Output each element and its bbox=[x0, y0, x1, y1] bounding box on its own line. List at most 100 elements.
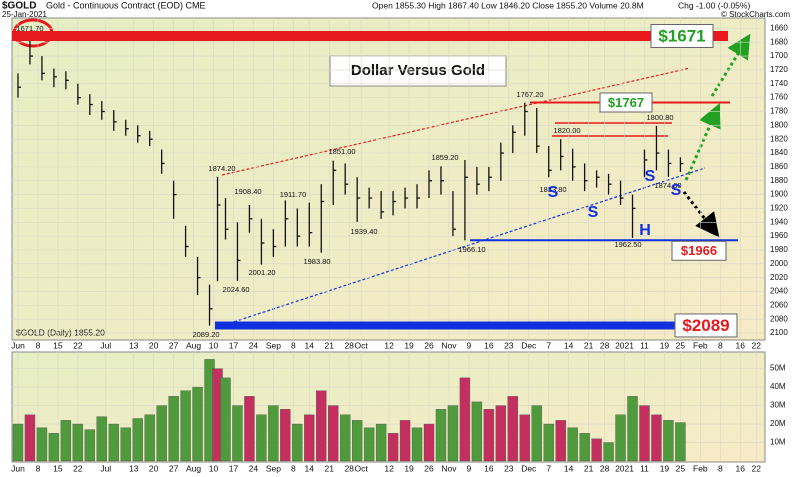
price-annotation: 1859.20 bbox=[431, 153, 458, 162]
volume-bar bbox=[603, 442, 614, 462]
volume-tick-label: 30M bbox=[770, 401, 786, 410]
x-tick-label: Nov bbox=[441, 463, 457, 473]
x-tick-label: Jul bbox=[100, 340, 111, 350]
y-tick-label: 1960 bbox=[770, 231, 788, 240]
x-tick-label: 11 bbox=[640, 463, 649, 473]
x-tick-label: 21 bbox=[584, 463, 594, 473]
x-tick-label: 25 bbox=[676, 463, 686, 473]
pattern-label: S bbox=[588, 204, 599, 221]
x-tick-label: 7 bbox=[546, 463, 551, 473]
volume-tick-label: 50M bbox=[770, 364, 786, 373]
volume-tick-label: 40M bbox=[770, 382, 786, 391]
y-tick-label: 1980 bbox=[770, 245, 788, 254]
x-tick-label: 9 bbox=[467, 340, 472, 350]
price-annotation: 1911.70 bbox=[280, 190, 307, 199]
x-tick-label: 8 bbox=[291, 340, 296, 350]
x-tick-label: Nov bbox=[441, 340, 457, 350]
x-tick-label: 7 bbox=[546, 340, 551, 350]
y-tick-label: 1720 bbox=[770, 65, 788, 74]
x-tick-label: 16 bbox=[736, 340, 746, 350]
volume-bar bbox=[180, 390, 191, 462]
volume-bar bbox=[435, 409, 447, 462]
volume-bar bbox=[375, 423, 387, 462]
volume-bar bbox=[399, 420, 411, 462]
x-tick-label: Jun bbox=[11, 463, 25, 473]
volume-bar bbox=[483, 409, 495, 462]
pattern-label: H bbox=[639, 222, 651, 239]
x-tick-label: 15 bbox=[53, 340, 63, 350]
x-tick-label: Dec bbox=[521, 340, 537, 350]
price-annotation: 2024.60 bbox=[222, 285, 249, 294]
x-tick-label: Dec bbox=[521, 463, 537, 473]
y-tick-label: 2060 bbox=[770, 300, 788, 309]
price-annotation: 1671.70 bbox=[16, 24, 43, 33]
x-tick-label: Jul bbox=[100, 463, 111, 473]
volume-bar bbox=[108, 423, 119, 462]
volume-bar bbox=[292, 423, 303, 462]
volume-bar bbox=[132, 418, 143, 462]
price-annotation: 1767.20 bbox=[516, 90, 543, 99]
volume-bar bbox=[519, 414, 530, 462]
title-box bbox=[329, 55, 507, 87]
volume-bar bbox=[244, 396, 255, 462]
volume-bar bbox=[84, 429, 96, 462]
level-label-box bbox=[671, 240, 727, 261]
x-tick-label: 16 bbox=[484, 463, 494, 473]
x-tick-label: 17 bbox=[229, 340, 239, 350]
volume-bar bbox=[316, 390, 327, 462]
volume-bar bbox=[144, 414, 155, 462]
x-tick-label: 22 bbox=[73, 340, 83, 350]
volume-bar bbox=[459, 377, 471, 462]
x-tick-label: 9 bbox=[467, 463, 472, 473]
volume-bar bbox=[675, 422, 686, 462]
volume-bar bbox=[256, 414, 267, 462]
volume-bar bbox=[36, 427, 48, 462]
x-tick-label: 12 bbox=[384, 340, 394, 350]
y-tick-label: 1940 bbox=[770, 217, 788, 226]
y-tick-label: 1840 bbox=[770, 148, 788, 157]
y-tick-label: 1920 bbox=[770, 204, 788, 213]
volume-bar bbox=[280, 409, 291, 462]
volume-bar bbox=[663, 420, 674, 462]
level-label: $2089 bbox=[682, 316, 729, 335]
y-tick-label: 2000 bbox=[770, 259, 788, 268]
x-tick-label: Aug bbox=[186, 463, 201, 473]
x-tick-label: 16 bbox=[484, 340, 494, 350]
level-label: $1966 bbox=[681, 243, 717, 258]
x-tick-label: 8 bbox=[718, 340, 723, 350]
pattern-label: S bbox=[645, 168, 656, 185]
volume-bar bbox=[24, 414, 36, 462]
x-tick-label: 22 bbox=[751, 340, 761, 350]
volume-bar bbox=[471, 401, 483, 462]
price-annotation: 1851.00 bbox=[328, 147, 355, 156]
volume-bar bbox=[411, 427, 423, 462]
x-tick-label: 13 bbox=[129, 340, 139, 350]
x-tick-label: 10 bbox=[209, 340, 219, 350]
volume-bar bbox=[340, 414, 351, 462]
volume-bar bbox=[268, 405, 279, 462]
x-tick-label: 27 bbox=[169, 340, 179, 350]
price-annotation: 1874.20 bbox=[208, 164, 235, 173]
level-label: $1767 bbox=[608, 95, 644, 110]
x-tick-label: 8 bbox=[291, 463, 296, 473]
volume-bar bbox=[387, 433, 399, 462]
y-tick-label: 1740 bbox=[770, 79, 788, 88]
x-tick-label: 2021 bbox=[615, 463, 634, 473]
x-tick-label: Oct bbox=[355, 340, 369, 350]
x-tick-label: 19 bbox=[660, 463, 670, 473]
volume-bar bbox=[651, 414, 662, 462]
x-tick-label: Sep bbox=[266, 340, 281, 350]
volume-bar bbox=[627, 396, 638, 462]
date: 25-Jan-2021 bbox=[2, 10, 47, 19]
volume-bar bbox=[531, 405, 542, 462]
volume-bar bbox=[328, 405, 339, 462]
y-tick-label: 2080 bbox=[770, 314, 788, 323]
level-label-box bbox=[599, 92, 653, 113]
x-tick-label: 14 bbox=[564, 463, 574, 473]
y-tick-label: 1860 bbox=[770, 162, 788, 171]
price-annotation: 2089.20 bbox=[192, 330, 219, 339]
y-tick-label: 1660 bbox=[770, 23, 788, 32]
price-annotation: 1800.80 bbox=[646, 113, 673, 122]
chart-title: Dollar Versus Gold bbox=[351, 62, 485, 79]
price-annotation: 1820.00 bbox=[553, 126, 580, 135]
